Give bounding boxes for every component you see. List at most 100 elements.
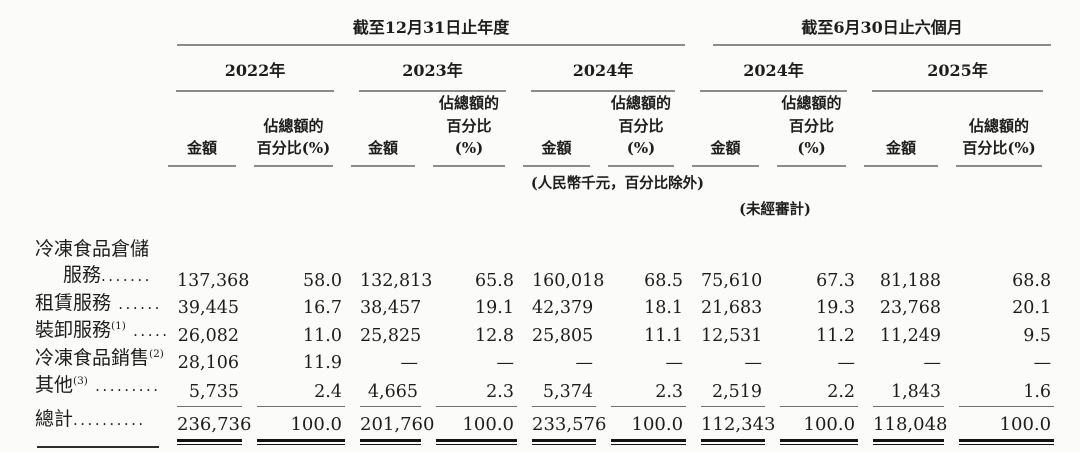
row-label: 冷凍食品倉儲 服務....... <box>35 238 152 286</box>
total-cell-value: 112,343 <box>701 414 775 446</box>
cell-value: 68.5 <box>644 270 684 291</box>
table-row-others: 其他(3) ......... 5,735 2.4 4,665 2.3 5,37… <box>0 373 1080 408</box>
cell-value: 18.1 <box>644 298 684 319</box>
unaudited-note-row: (未經審計) <box>0 197 1080 221</box>
cell-value: 16.7 <box>303 298 342 319</box>
amount-header: 金額 <box>864 137 939 167</box>
cell-value: 58.0 <box>303 270 342 291</box>
spacer-row <box>0 221 1080 235</box>
cell-value: — <box>837 353 856 374</box>
total-cell-value: 201,760 <box>360 414 434 446</box>
table-row-total: 總計.......... 236,736 100.0 201,760 100.0… <box>0 407 1080 446</box>
year-2022-label: 2022年 <box>176 57 334 92</box>
cell-value: 160,018 <box>532 270 605 291</box>
amount-header: 金額 <box>523 137 590 167</box>
column-subheader-row: 金額 佔總額的 百分比(%) 金額 佔總額的 百分比(%) 金額 佔總額的 百分比(%… <box>0 92 1080 167</box>
cell-value: — <box>496 353 515 374</box>
period-group-header-row: 截至12月31日止年度 截至6月30日止六個月 <box>0 0 1080 46</box>
cell-value: 20.1 <box>1012 298 1052 319</box>
cell-value: 21,683 <box>701 298 763 319</box>
cell-value: — <box>400 353 419 374</box>
cell-value: 42,379 <box>532 298 594 319</box>
cell-value: 132,813 <box>360 270 433 291</box>
total-cell-value: 100.0 <box>436 414 517 446</box>
cell-value: — <box>1033 353 1052 374</box>
cell-value: 38,457 <box>360 298 422 319</box>
cell-value: 4,665 <box>360 382 421 408</box>
cell-value: 1.6 <box>959 382 1055 408</box>
cell-value: 19.3 <box>816 298 856 319</box>
cell-value: 12,531 <box>701 325 763 346</box>
year-2025-interim-label: 2025年 <box>872 57 1044 92</box>
total-cell-value: 100.0 <box>780 414 859 446</box>
total-cell-value: 100.0 <box>959 414 1055 446</box>
total-cell-value: 100.0 <box>257 414 345 446</box>
percentage-header: 佔總額的 百分比(%) <box>433 92 505 167</box>
row-label: 租賃服務 ...... <box>35 291 162 314</box>
unaudited-note: (未經審計) <box>739 200 811 218</box>
cell-value: 2.2 <box>780 382 859 408</box>
cell-value: — <box>923 353 942 374</box>
currency-note-cell: (人民幣千元，百分比除外) <box>165 167 704 197</box>
table-row-rental-services: 租賃服務 ...... 39,445 16.7 38,457 19.1 42,3… <box>0 291 1080 319</box>
cell-value: 11.9 <box>303 353 342 374</box>
percentage-header: 佔總額的 百分比(%) <box>608 92 675 167</box>
cell-value: 9.5 <box>1023 325 1052 346</box>
cell-value: 81,188 <box>879 270 942 291</box>
currency-note: (人民幣千元，百分比除外) <box>530 174 705 192</box>
cell-value: 2.3 <box>611 382 687 408</box>
percentage-header: 佔總額的 百分比(%) <box>777 92 847 167</box>
year-2023-label: 2023年 <box>359 57 506 92</box>
percentage-header: 佔總額的 百分比(%) <box>956 115 1043 167</box>
cell-value: 11.2 <box>816 325 856 346</box>
cell-value: 75,610 <box>701 270 763 291</box>
cell-value: 5,735 <box>177 382 242 408</box>
cell-value: 11.0 <box>303 325 342 346</box>
year-2024-label: 2024年 <box>531 57 676 92</box>
table-row-handling-services: 裝卸服務(1) ..... 26,082 11.0 25,825 12.8 25… <box>0 318 1080 346</box>
cell-value: 39,445 <box>177 298 239 319</box>
cell-value: 137,368 <box>177 270 250 291</box>
cell-value: 68.8 <box>1012 270 1052 291</box>
cell-value: 28,106 <box>177 353 239 374</box>
total-cell-value: 118,048 <box>873 414 947 446</box>
total-cell-value: 233,576 <box>532 414 606 446</box>
amount-header: 金額 <box>351 137 415 167</box>
cell-value: 67.3 <box>816 270 856 291</box>
cell-value: 1,843 <box>873 382 945 408</box>
cell-value: 2.3 <box>436 382 517 408</box>
cell-value: 2,519 <box>701 382 766 408</box>
footnote-separator-rule <box>37 446 159 448</box>
cell-value: 25,805 <box>532 325 594 346</box>
cell-value: 2.4 <box>257 382 345 408</box>
total-cell-value: 236,736 <box>177 414 251 446</box>
cell-value: 26,082 <box>177 325 239 346</box>
year-2024-interim-label: 2024年 <box>700 57 848 92</box>
cell-value: 11,249 <box>879 325 942 346</box>
period-group-annual-label: 截至12月31日止年度 <box>177 18 686 46</box>
total-row-label: 總計.......... <box>35 408 146 431</box>
period-group-interim-cell: 截至6月30日止六個月 <box>689 0 1057 46</box>
cell-value: 11.1 <box>644 325 684 346</box>
total-cell-value: 100.0 <box>611 414 687 446</box>
table-row-warehousing-services: 冷凍食品倉儲 服務....... 137,368 58.0 132,813 65… <box>0 235 1080 291</box>
cell-value: 25,825 <box>360 325 422 346</box>
cell-value: — <box>575 353 594 374</box>
percentage-header: 佔總額的 百分比(%) <box>254 115 333 167</box>
cell-value: 5,374 <box>532 382 596 408</box>
row-label: 裝卸服務(1) ..... <box>35 319 170 342</box>
cell-value: — <box>744 353 763 374</box>
row-label: 其他(3) ......... <box>35 374 161 397</box>
cell-value: 12.8 <box>475 325 514 346</box>
year-header-row: 2022年 2023年 2024年 2024年 2025年 <box>0 46 1080 92</box>
cell-value: 19.1 <box>475 298 514 319</box>
currency-note-row: (人民幣千元，百分比除外) <box>0 167 1080 197</box>
cell-value: 65.8 <box>475 270 514 291</box>
cell-value: — <box>665 353 684 374</box>
amount-header: 金額 <box>692 137 760 167</box>
period-group-annual-cell: 截至12月31日止年度 <box>165 0 689 46</box>
cell-value: 23,768 <box>879 298 942 319</box>
period-group-interim-label: 截至6月30日止六個月 <box>713 18 1052 46</box>
